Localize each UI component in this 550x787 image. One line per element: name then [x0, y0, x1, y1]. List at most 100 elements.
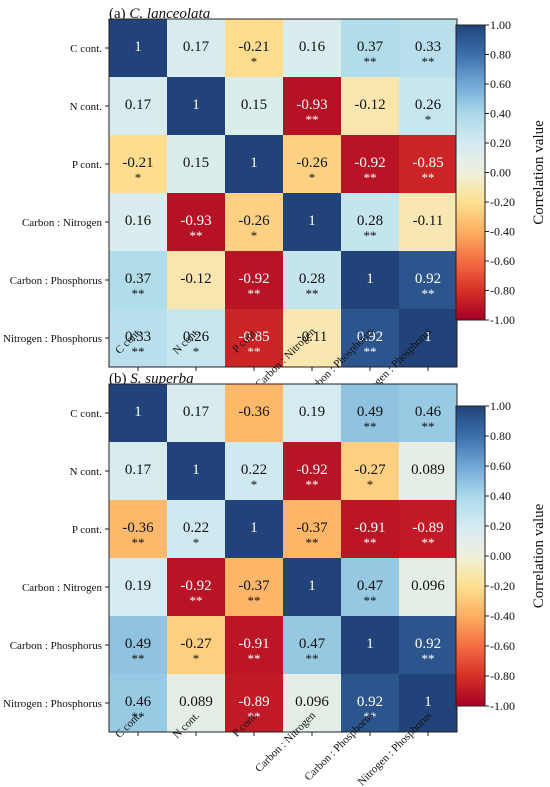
- heatmap-cell: [341, 309, 399, 367]
- significance-marker: *: [367, 477, 374, 492]
- colorbar-tick-label: -1.00: [490, 699, 515, 713]
- colorbar-tick-label: -0.80: [490, 284, 515, 298]
- y-tick-label: Nitrogen : Phosphorus: [3, 698, 102, 710]
- heatmap-cell: [225, 674, 283, 732]
- colorbar-tick-label: -0.60: [490, 254, 515, 268]
- heatmap-cell: [225, 616, 283, 674]
- heatmap-cell: [283, 616, 341, 674]
- significance-marker: **: [306, 535, 319, 550]
- heatmap-cell: [167, 19, 225, 77]
- heatmap-cell: [283, 193, 341, 251]
- cell-value-label: -0.26: [238, 213, 270, 229]
- heatmap-cell: [225, 193, 283, 251]
- heatmap-cell: [341, 384, 399, 442]
- significance-marker: *: [193, 651, 200, 666]
- cell-value-label: -0.12: [180, 271, 211, 287]
- colorbar: [455, 24, 486, 321]
- heatmap-cell: [341, 442, 399, 500]
- cell-value-label: -0.91: [354, 520, 385, 536]
- heatmap-cell: [399, 77, 457, 135]
- colorbar-tick-label: 0.00: [490, 166, 511, 180]
- cell-value-label: 0.096: [411, 578, 445, 594]
- y-tick-label: Nitrogen : Phosphorus: [3, 333, 102, 345]
- cell-value-label: 1: [250, 520, 258, 536]
- heatmap-cell: [399, 674, 457, 732]
- cell-value-label: -0.27: [354, 462, 386, 478]
- cell-value-label: 0.17: [183, 39, 210, 55]
- cell-value-label: -0.93: [180, 213, 211, 229]
- cell-value-label: -0.37: [296, 520, 328, 536]
- heatmap-cell: [109, 77, 167, 135]
- cell-value-label: 1: [308, 578, 316, 594]
- colorbar-tick-label: 0.40: [490, 489, 511, 503]
- y-tick-label: C cont.: [70, 43, 102, 55]
- cell-value-label: -0.37: [238, 578, 270, 594]
- cell-value-label: -0.89: [238, 694, 269, 710]
- heatmap-cell: [283, 77, 341, 135]
- cell-value-label: 0.28: [357, 213, 383, 229]
- heatmap-cell: [109, 558, 167, 616]
- cell-value-label: 0.92: [415, 271, 441, 287]
- heatmap-cell: [399, 442, 457, 500]
- significance-marker: **: [306, 112, 319, 127]
- significance-marker: **: [364, 170, 377, 185]
- cell-value-label: 0.46: [125, 694, 152, 710]
- cell-value-label: 1: [366, 636, 374, 652]
- cell-value-label: 0.37: [125, 271, 152, 287]
- heatmap-cell: [167, 616, 225, 674]
- significance-marker: **: [364, 419, 377, 434]
- heatmap-cell: [167, 309, 225, 367]
- heatmap-cell: [399, 384, 457, 442]
- colorbar-tick-label: 1.00: [490, 399, 511, 413]
- cell-value-label: -0.12: [354, 97, 385, 113]
- cell-value-label: 1: [134, 39, 142, 55]
- cell-value-label: 0.15: [183, 155, 209, 171]
- heatmap-cell: [225, 135, 283, 193]
- y-tick-label: Carbon : Phosphorus: [10, 275, 102, 287]
- colorbar-tick-label: 0.60: [490, 459, 511, 473]
- significance-marker: *: [309, 170, 316, 185]
- colorbar-label: Correlation value: [531, 503, 547, 608]
- significance-marker: **: [132, 709, 145, 724]
- cell-value-label: 0.096: [295, 694, 329, 710]
- significance-marker: **: [364, 228, 377, 243]
- significance-marker: **: [422, 419, 435, 434]
- significance-marker: **: [132, 344, 145, 359]
- colorbar-tick-label: 0.80: [490, 48, 511, 62]
- heatmap-cell: [167, 500, 225, 558]
- significance-marker: *: [425, 112, 432, 127]
- cell-value-label: -0.21: [238, 39, 269, 55]
- heatmap-cell: [341, 558, 399, 616]
- heatmap-cell: [225, 19, 283, 77]
- significance-marker: **: [364, 54, 377, 69]
- heatmap-cell: [109, 500, 167, 558]
- significance-marker: *: [193, 344, 200, 359]
- heatmap-cell: [341, 251, 399, 309]
- heatmap-cell: [225, 500, 283, 558]
- heatmap-cell: [341, 77, 399, 135]
- cell-value-label: 1: [308, 213, 316, 229]
- colorbar-tick-label: -0.20: [490, 195, 515, 209]
- significance-marker: **: [132, 286, 145, 301]
- heatmap-cell: [225, 384, 283, 442]
- cell-value-label: 0.92: [357, 329, 383, 345]
- cell-value-label: -0.11: [297, 329, 328, 345]
- heatmap-cell: [399, 616, 457, 674]
- colorbar-tick-label: -0.40: [490, 609, 515, 623]
- colorbar-tick-label: -1.00: [490, 313, 515, 327]
- heatmap-cell: [399, 193, 457, 251]
- cell-value-label: 0.33: [415, 39, 441, 55]
- cell-value-label: 0.28: [299, 271, 325, 287]
- cell-value-label: 0.49: [357, 404, 383, 420]
- colorbar-label: Correlation value: [531, 120, 547, 225]
- heatmap-cell: [341, 19, 399, 77]
- y-tick-label: Carbon : Nitrogen: [22, 582, 103, 594]
- y-tick-label: Carbon : Phosphorus: [10, 640, 102, 652]
- cell-value-label: 0.19: [125, 578, 151, 594]
- cell-value-label: 1: [424, 329, 432, 345]
- significance-marker: **: [364, 535, 377, 550]
- panel-title: (a) C. lanceolata: [109, 6, 210, 22]
- heatmap-cell: [167, 442, 225, 500]
- heatmap-cell: [225, 442, 283, 500]
